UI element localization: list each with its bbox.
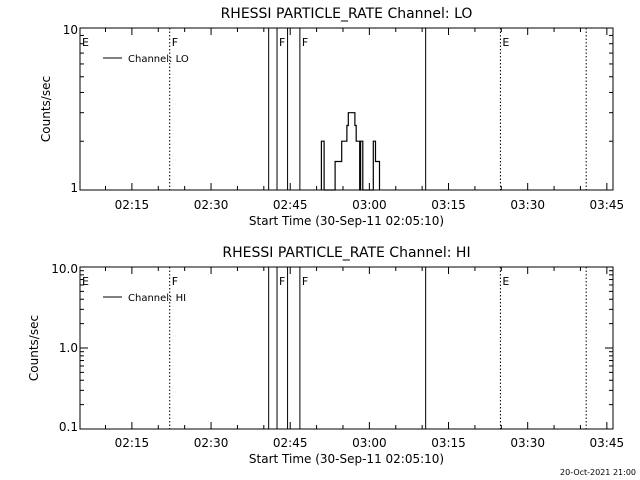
x-tick-label: 02:30 — [194, 436, 229, 450]
event-marker-letter: E — [82, 275, 89, 288]
data-series-line — [320, 112, 381, 191]
event-marker-letter: E — [502, 36, 509, 49]
x-tick-label: 02:15 — [115, 436, 150, 450]
y-tick-label: 1 — [70, 181, 78, 195]
x-tick-label: 03:15 — [431, 436, 466, 450]
x-tick-label: 03:30 — [510, 198, 545, 212]
event-marker-letter: F — [302, 36, 308, 49]
x-tick-label: 03:00 — [352, 436, 387, 450]
legend-label: Channel: HI — [128, 293, 186, 304]
y-axis-label: Counts/sec — [39, 76, 53, 142]
legend-label: Channel: LO — [128, 54, 189, 65]
y-axis-label: Counts/sec — [27, 315, 41, 381]
x-axis-label: Start Time (30-Sep-11 02:05:10) — [249, 214, 444, 228]
event-marker-letter: E — [82, 36, 89, 49]
x-tick-label: 02:45 — [273, 436, 308, 450]
event-marker-letter: F — [172, 36, 178, 49]
plot-frame — [79, 27, 614, 191]
event-marker-letter: F — [279, 275, 285, 288]
x-tick-label: 02:45 — [273, 198, 308, 212]
y-tick-label: 0.1 — [59, 420, 78, 434]
event-marker-letter: E — [502, 275, 509, 288]
x-tick-label: 03:45 — [590, 436, 625, 450]
x-tick-label: 03:30 — [510, 436, 545, 450]
x-tick-label: 03:45 — [590, 198, 625, 212]
x-tick-label: 02:15 — [115, 198, 150, 212]
chart-title: RHESSI PARTICLE_RATE Channel: HI — [222, 245, 470, 261]
x-tick-label: 03:15 — [431, 198, 466, 212]
chart-title: RHESSI PARTICLE_RATE Channel: LO — [221, 6, 473, 22]
footer-timestamp: 20-Oct-2021 21:00 — [560, 468, 636, 477]
y-tick-label: 10.0 — [51, 262, 78, 276]
x-tick-label: 02:30 — [194, 198, 229, 212]
x-axis-label: Start Time (30-Sep-11 02:05:10) — [249, 452, 444, 466]
event-marker-letter: F — [172, 275, 178, 288]
x-tick-label: 03:00 — [352, 198, 387, 212]
event-marker-letter: F — [279, 36, 285, 49]
y-tick-label: 10 — [63, 23, 78, 37]
y-tick-label: 1.0 — [59, 341, 78, 355]
event-marker-letter: F — [302, 275, 308, 288]
